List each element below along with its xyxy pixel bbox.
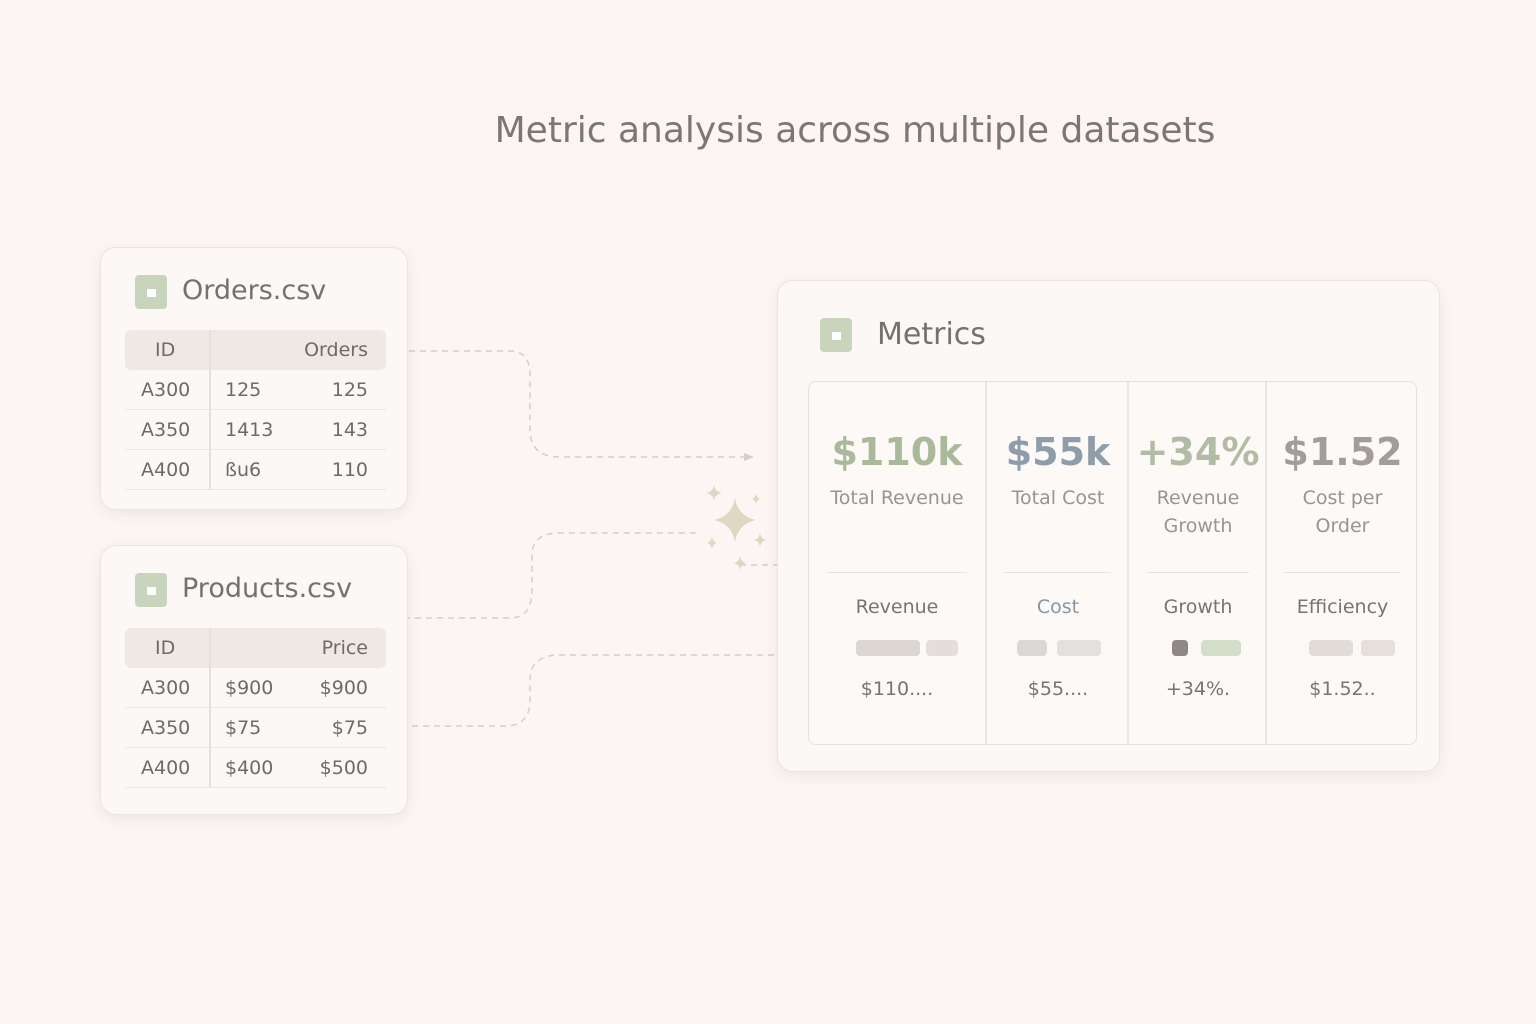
metric-footer: $110.... (860, 678, 934, 700)
metric-column: $110k Total Revenue Revenue $110.... (809, 382, 985, 744)
table-cell: A300 (141, 676, 191, 699)
placeholder-bar (856, 640, 920, 656)
table-cell: A400 (141, 756, 191, 779)
table-cell: 110 (331, 458, 368, 481)
metrics-card: Metrics $110k Total Revenue Revenue $110...… (777, 280, 1440, 772)
placeholder-bar (1309, 640, 1353, 656)
dataset-card: Products.csv ID Price A300 $900 $900 A350 $75 $7… (100, 545, 408, 815)
table-row: A300 $900 $900 (125, 668, 386, 708)
table-cell: $75 (225, 716, 262, 739)
metric-value: +34% (1136, 430, 1260, 474)
metric-label: Total Revenue (830, 487, 964, 509)
metric-column: $55k Total Cost Cost $55.... (985, 382, 1129, 744)
column-separator (209, 410, 211, 449)
column-separator (209, 748, 211, 787)
table-cell: $900 (319, 676, 368, 699)
data-table: ID Orders A300 125 125 A350 1413 143 A400 ßu6 110 (125, 330, 386, 490)
table-cell: A350 (141, 418, 191, 441)
placeholder-bar (1172, 640, 1188, 656)
table-cell: 1413 (225, 418, 274, 441)
metric-footer: $1.52.. (1309, 678, 1376, 700)
dataset-name: Orders.csv (182, 275, 327, 306)
table-row: A350 1413 143 (125, 410, 386, 450)
column-separator (209, 628, 211, 668)
page-title: Metric analysis across multiple datasets (494, 110, 1216, 151)
column-header: Orders (304, 339, 368, 361)
table-cell: A300 (141, 378, 191, 401)
placeholder-bar (1017, 640, 1047, 656)
metric-category: Cost (1036, 596, 1080, 618)
divider (1005, 572, 1111, 573)
column-separator (209, 668, 211, 707)
table-row: A350 $75 $75 (125, 708, 386, 748)
sparkle (706, 485, 766, 570)
metric-label: Revenue Growth (1156, 487, 1240, 537)
table-header: ID Price (125, 628, 386, 668)
file-icon (135, 573, 167, 607)
metric-category: Efficiency (1296, 596, 1389, 618)
table-cell: A350 (141, 716, 191, 739)
table-cell: 143 (331, 418, 368, 441)
metric-value: $1.52 (1282, 430, 1403, 474)
divider (1285, 572, 1400, 573)
divider (827, 572, 967, 573)
metric-value: $55k (1005, 430, 1111, 474)
table-cell: $400 (225, 756, 274, 779)
column-separator (209, 370, 211, 409)
table-cell: 125 (331, 378, 368, 401)
connector (390, 654, 806, 727)
table-row: A400 $400 $500 (125, 748, 386, 788)
divider (1147, 572, 1249, 573)
dataset-name: Products.csv (182, 573, 353, 604)
metric-footer: +34%. (1165, 678, 1231, 700)
table-cell: 125 (225, 378, 262, 401)
metric-column: +34% Revenue Growth Growth +34%. (1127, 382, 1267, 744)
column-header: ID (155, 339, 176, 361)
placeholder-bar (926, 640, 958, 656)
placeholder-bar (1201, 640, 1241, 656)
table-row: A400 ßu6 110 (125, 450, 386, 490)
arrowhead (744, 453, 754, 461)
file-icon (135, 275, 167, 309)
connector (360, 532, 700, 619)
table-cell: $75 (331, 716, 368, 739)
placeholder-bar (1057, 640, 1101, 656)
table-cell: $900 (225, 676, 274, 699)
table-cell: ßu6 (225, 458, 262, 481)
metric-footer: $55.... (1027, 678, 1089, 700)
table-header: ID Orders (125, 330, 386, 370)
table-cell: A400 (141, 458, 191, 481)
table-cell: $500 (319, 756, 368, 779)
metric-value: $110k (831, 430, 963, 474)
column-separator (209, 708, 211, 747)
dataset-card: Orders.csv ID Orders A300 125 125 A350 1413 143 A… (100, 247, 408, 510)
column-separator (209, 330, 211, 370)
metrics-title: Metrics (877, 317, 986, 352)
metric-label: Cost per Order (1302, 487, 1383, 537)
metrics-panel: $110k Total Revenue Revenue $110.... $55k Tot… (808, 381, 1417, 745)
column-header: Price (321, 637, 368, 659)
table-row: A300 125 125 (125, 370, 386, 410)
column-header: ID (155, 637, 176, 659)
metric-category: Growth (1163, 596, 1233, 618)
connector (387, 350, 748, 458)
data-table: ID Price A300 $900 $900 A350 $75 $75 A400 $400 $50… (125, 628, 386, 788)
placeholder-bar (1361, 640, 1395, 656)
file-icon (820, 318, 852, 352)
column-separator (209, 450, 211, 489)
metric-category: Revenue (855, 596, 939, 618)
metric-column: $1.52 Cost per Order Efficiency $1.52.. (1265, 382, 1418, 744)
metric-label: Total Cost (1011, 487, 1105, 509)
